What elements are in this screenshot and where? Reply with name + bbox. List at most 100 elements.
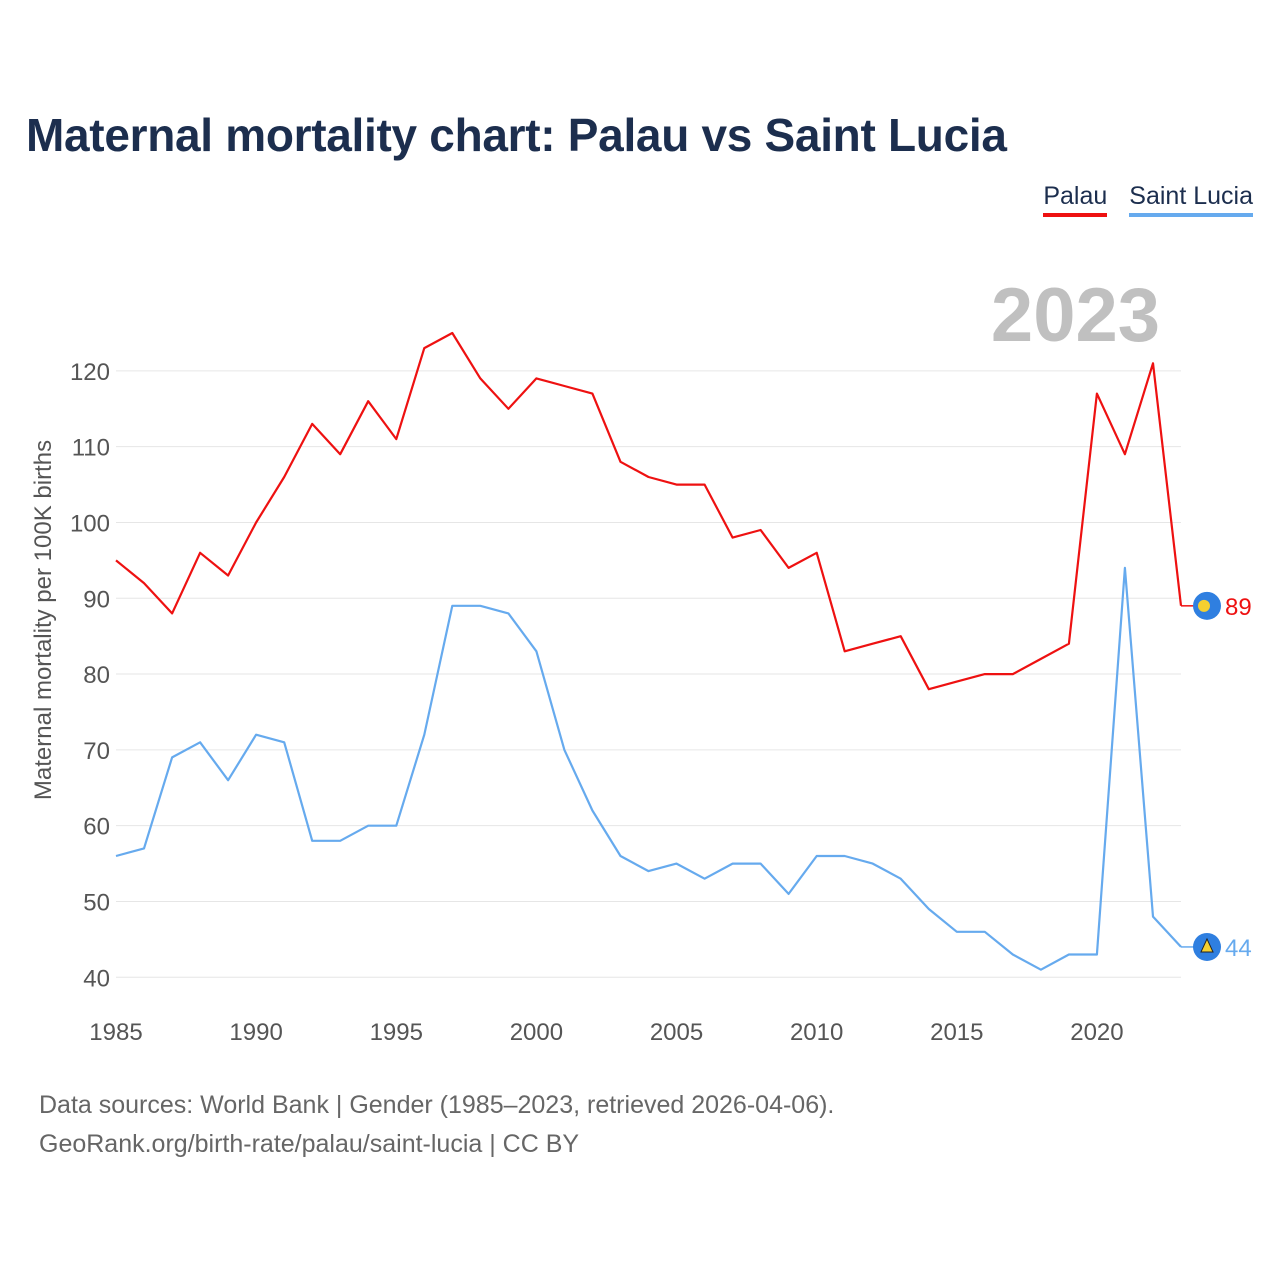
data-point[interactable] (250, 516, 262, 528)
data-point[interactable] (895, 873, 907, 885)
data-point[interactable] (1063, 638, 1075, 650)
grid-lines (116, 370, 1181, 978)
data-point[interactable] (530, 645, 542, 657)
data-point[interactable] (530, 372, 542, 384)
data-point[interactable] (502, 403, 514, 415)
x-tick-label: 1985 (89, 1019, 142, 1046)
data-point[interactable] (110, 554, 122, 566)
data-point[interactable] (1091, 949, 1103, 961)
data-point[interactable] (923, 903, 935, 915)
data-point[interactable] (1147, 357, 1159, 369)
data-point[interactable] (586, 805, 598, 817)
data-point[interactable] (951, 926, 963, 938)
data-point[interactable] (671, 479, 683, 491)
data-point[interactable] (671, 858, 683, 870)
data-point[interactable] (138, 577, 150, 589)
y-tick-label: 110 (72, 435, 110, 462)
data-point[interactable] (755, 524, 767, 536)
year-watermark: 2023 (991, 273, 1160, 358)
chart-title: Maternal mortality chart: Palau vs Saint… (26, 109, 1007, 161)
end-markers: 89 44 (1181, 591, 1252, 962)
x-axis-ticks: 1985 1990 1995 2000 2005 2010 2015 2020 (89, 1019, 1123, 1046)
data-point[interactable] (614, 456, 626, 468)
legend-item-saint-lucia[interactable]: Saint Lucia (1129, 182, 1253, 217)
data-point[interactable] (1091, 388, 1103, 400)
data-point[interactable] (334, 448, 346, 460)
data-point[interactable] (502, 607, 514, 619)
data-point[interactable] (1007, 949, 1019, 961)
data-point[interactable] (362, 820, 374, 832)
data-point[interactable] (166, 751, 178, 763)
data-point[interactable] (727, 858, 739, 870)
data-point[interactable] (446, 600, 458, 612)
footer-source: Data sources: World Bank | Gender (1985–… (39, 1091, 835, 1119)
data-point[interactable] (1147, 911, 1159, 923)
x-tick-label: 2015 (930, 1019, 983, 1046)
x-tick-label: 1990 (229, 1019, 282, 1046)
data-point[interactable] (418, 729, 430, 741)
data-point[interactable] (1007, 668, 1019, 680)
series-line-palau (115, 331, 1183, 691)
data-point[interactable] (418, 342, 430, 354)
data-point[interactable] (306, 418, 318, 430)
data-point[interactable] (1063, 949, 1075, 961)
data-point[interactable] (1035, 964, 1047, 976)
footer-link[interactable]: GeoRank.org/birth-rate/palau/saint-lucia… (39, 1130, 580, 1158)
data-point[interactable] (1119, 448, 1131, 460)
y-tick-label: 70 (83, 738, 110, 765)
data-point[interactable] (979, 926, 991, 938)
data-point[interactable] (334, 835, 346, 847)
data-point[interactable] (166, 607, 178, 619)
data-point[interactable] (839, 645, 851, 657)
data-point[interactable] (558, 380, 570, 392)
data-point[interactable] (923, 683, 935, 695)
data-point[interactable] (474, 600, 486, 612)
data-point[interactable] (194, 736, 206, 748)
y-tick-label: 120 (70, 359, 110, 386)
data-point[interactable] (474, 372, 486, 384)
data-point[interactable] (867, 638, 879, 650)
data-point[interactable] (783, 562, 795, 574)
x-tick-label: 2005 (650, 1019, 703, 1046)
data-point[interactable] (1035, 653, 1047, 665)
data-point[interactable] (811, 547, 823, 559)
data-point[interactable] (895, 630, 907, 642)
data-point[interactable] (811, 850, 823, 862)
data-point[interactable] (362, 395, 374, 407)
data-point[interactable] (699, 479, 711, 491)
data-point[interactable] (278, 736, 290, 748)
data-point[interactable] (138, 842, 150, 854)
data-point[interactable] (951, 676, 963, 688)
y-tick-label: 80 (83, 662, 110, 689)
data-point[interactable] (1119, 562, 1131, 574)
data-point[interactable] (699, 873, 711, 885)
data-point[interactable] (390, 433, 402, 445)
data-point[interactable] (194, 547, 206, 559)
y-axis-label: Maternal mortality per 100K births (30, 440, 57, 800)
data-point[interactable] (390, 820, 402, 832)
y-axis-ticks: 40 50 60 70 80 90 100 110 120 (70, 359, 110, 992)
footer: Data sources: World Bank | Gender (1985–… (39, 1086, 834, 1164)
data-point[interactable] (643, 865, 655, 877)
data-point[interactable] (614, 850, 626, 862)
data-point[interactable] (867, 858, 879, 870)
data-point[interactable] (643, 471, 655, 483)
data-point[interactable] (250, 729, 262, 741)
data-point[interactable] (222, 774, 234, 786)
legend-item-palau[interactable]: Palau (1043, 182, 1108, 217)
series-lines (110, 327, 1183, 976)
data-point[interactable] (558, 744, 570, 756)
data-point[interactable] (727, 532, 739, 544)
data-point[interactable] (755, 858, 767, 870)
data-point[interactable] (839, 850, 851, 862)
data-point[interactable] (979, 668, 991, 680)
x-tick-label: 2000 (510, 1019, 563, 1046)
data-point[interactable] (446, 327, 458, 339)
data-point[interactable] (222, 570, 234, 582)
data-point[interactable] (306, 835, 318, 847)
data-point[interactable] (278, 471, 290, 483)
data-point[interactable] (586, 388, 598, 400)
data-point[interactable] (783, 888, 795, 900)
data-point[interactable] (110, 850, 122, 862)
